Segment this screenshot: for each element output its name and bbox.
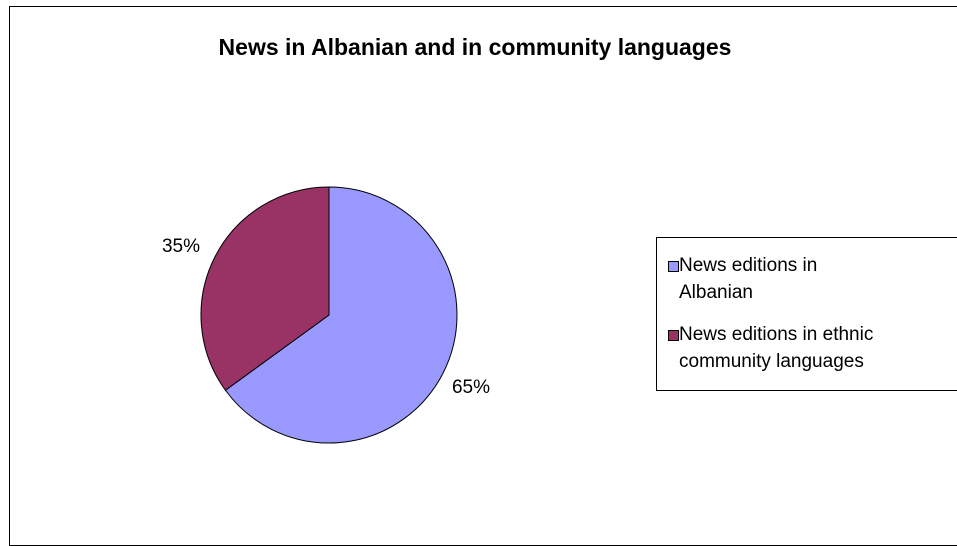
pie-slice-albanian bbox=[224, 186, 458, 444]
data-label-albanian: 65% bbox=[452, 377, 490, 398]
legend-label-albanian-line2: Albanian bbox=[679, 282, 753, 303]
pie-slices bbox=[200, 186, 458, 444]
legend-swatch-ethnic bbox=[668, 330, 679, 341]
legend-swatch-albanian bbox=[668, 261, 679, 272]
pie-slice-ethnic bbox=[200, 186, 330, 391]
legend-label-albanian-line1: News editions in bbox=[679, 255, 818, 276]
data-label-ethnic: 35% bbox=[162, 236, 200, 257]
chart-title: News in Albanian and in community langua… bbox=[218, 34, 732, 60]
chart-legend: News editions in Albanian News editions … bbox=[656, 237, 957, 391]
legend-label-ethnic-line2: community languages bbox=[679, 351, 864, 372]
legend-label-ethnic-line1: News editions in ethnic bbox=[679, 324, 874, 345]
pie-labels: 65% 35% bbox=[162, 236, 490, 398]
